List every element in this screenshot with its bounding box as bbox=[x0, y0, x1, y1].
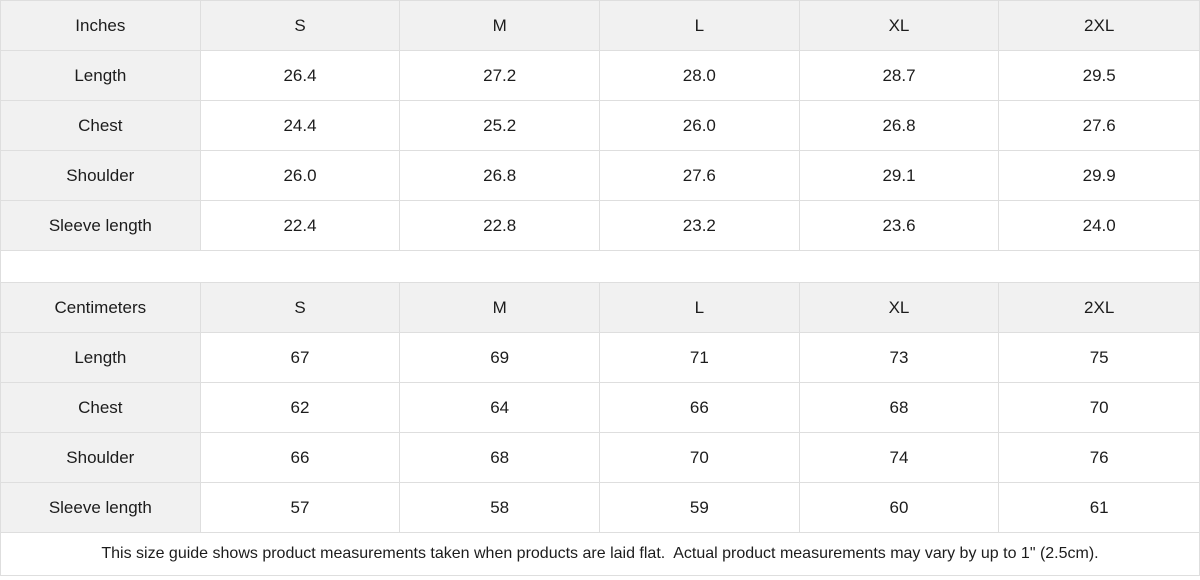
row-label-cell: Shoulder bbox=[1, 151, 201, 201]
value-cell: 27.6 bbox=[999, 101, 1199, 151]
size-header-cell-m: M bbox=[400, 283, 600, 333]
value-cell: 22.4 bbox=[200, 201, 401, 251]
inches-header-row: Inches S M L XL 2XL bbox=[1, 1, 1199, 51]
value-cell: 62 bbox=[200, 383, 401, 433]
row-label-cell: Sleeve length bbox=[1, 201, 201, 251]
value-cell: 70 bbox=[999, 383, 1199, 433]
size-header-cell-xl: XL bbox=[799, 283, 1000, 333]
size-guide-note: This size guide shows product measuremen… bbox=[1, 533, 1199, 575]
value-cell: 28.7 bbox=[799, 51, 1000, 101]
value-cell: 66 bbox=[600, 383, 800, 433]
table-spacer bbox=[1, 251, 1199, 283]
value-cell: 28.0 bbox=[600, 51, 800, 101]
value-cell: 71 bbox=[600, 333, 800, 383]
value-cell: 26.0 bbox=[600, 101, 800, 151]
value-cell: 68 bbox=[400, 433, 600, 483]
size-header-cell-2xl: 2XL bbox=[999, 1, 1199, 51]
value-cell: 26.8 bbox=[400, 151, 600, 201]
table-row-length: Length 67 69 71 73 75 bbox=[1, 333, 1199, 383]
table-row-sleeve-length: Sleeve length 57 58 59 60 61 bbox=[1, 483, 1199, 533]
value-cell: 23.2 bbox=[600, 201, 800, 251]
row-label-cell: Sleeve length bbox=[1, 483, 201, 533]
value-cell: 29.5 bbox=[999, 51, 1199, 101]
value-cell: 75 bbox=[999, 333, 1199, 383]
value-cell: 70 bbox=[600, 433, 800, 483]
value-cell: 74 bbox=[799, 433, 1000, 483]
value-cell: 67 bbox=[200, 333, 401, 383]
size-header-cell-s: S bbox=[200, 283, 401, 333]
value-cell: 26.8 bbox=[799, 101, 1000, 151]
value-cell: 68 bbox=[799, 383, 1000, 433]
size-header-cell-s: S bbox=[200, 1, 401, 51]
value-cell: 27.2 bbox=[400, 51, 600, 101]
value-cell: 59 bbox=[600, 483, 800, 533]
value-cell: 25.2 bbox=[400, 101, 600, 151]
table-row-shoulder: Shoulder 26.0 26.8 27.6 29.1 29.9 bbox=[1, 151, 1199, 201]
size-header-cell-2xl: 2XL bbox=[999, 283, 1199, 333]
value-cell: 23.6 bbox=[799, 201, 1000, 251]
value-cell: 57 bbox=[200, 483, 401, 533]
size-header-cell-l: L bbox=[600, 283, 800, 333]
size-header-cell-l: L bbox=[600, 1, 800, 51]
value-cell: 64 bbox=[400, 383, 600, 433]
row-label-cell: Length bbox=[1, 333, 201, 383]
value-cell: 22.8 bbox=[400, 201, 600, 251]
row-label-cell: Shoulder bbox=[1, 433, 201, 483]
value-cell: 29.1 bbox=[799, 151, 1000, 201]
table-row-chest: Chest 62 64 66 68 70 bbox=[1, 383, 1199, 433]
value-cell: 69 bbox=[400, 333, 600, 383]
value-cell: 61 bbox=[999, 483, 1199, 533]
value-cell: 73 bbox=[799, 333, 1000, 383]
value-cell: 26.4 bbox=[200, 51, 401, 101]
value-cell: 24.4 bbox=[200, 101, 401, 151]
value-cell: 66 bbox=[200, 433, 401, 483]
row-label-cell: Length bbox=[1, 51, 201, 101]
centimeters-table: Centimeters S M L XL 2XL Length 67 69 71… bbox=[1, 283, 1199, 533]
unit-header-cell: Inches bbox=[1, 1, 201, 51]
inches-table: Inches S M L XL 2XL Length 26.4 27.2 28.… bbox=[1, 1, 1199, 251]
unit-header-cell: Centimeters bbox=[1, 283, 201, 333]
value-cell: 24.0 bbox=[999, 201, 1199, 251]
table-row-sleeve-length: Sleeve length 22.4 22.8 23.2 23.6 24.0 bbox=[1, 201, 1199, 251]
value-cell: 27.6 bbox=[600, 151, 800, 201]
size-header-cell-xl: XL bbox=[799, 1, 1000, 51]
table-row-chest: Chest 24.4 25.2 26.0 26.8 27.6 bbox=[1, 101, 1199, 151]
value-cell: 60 bbox=[799, 483, 1000, 533]
centimeters-header-row: Centimeters S M L XL 2XL bbox=[1, 283, 1199, 333]
row-label-cell: Chest bbox=[1, 101, 201, 151]
value-cell: 26.0 bbox=[200, 151, 401, 201]
value-cell: 58 bbox=[400, 483, 600, 533]
size-header-cell-m: M bbox=[400, 1, 600, 51]
value-cell: 76 bbox=[999, 433, 1199, 483]
table-row-shoulder: Shoulder 66 68 70 74 76 bbox=[1, 433, 1199, 483]
row-label-cell: Chest bbox=[1, 383, 201, 433]
table-row-length: Length 26.4 27.2 28.0 28.7 29.5 bbox=[1, 51, 1199, 101]
value-cell: 29.9 bbox=[999, 151, 1199, 201]
